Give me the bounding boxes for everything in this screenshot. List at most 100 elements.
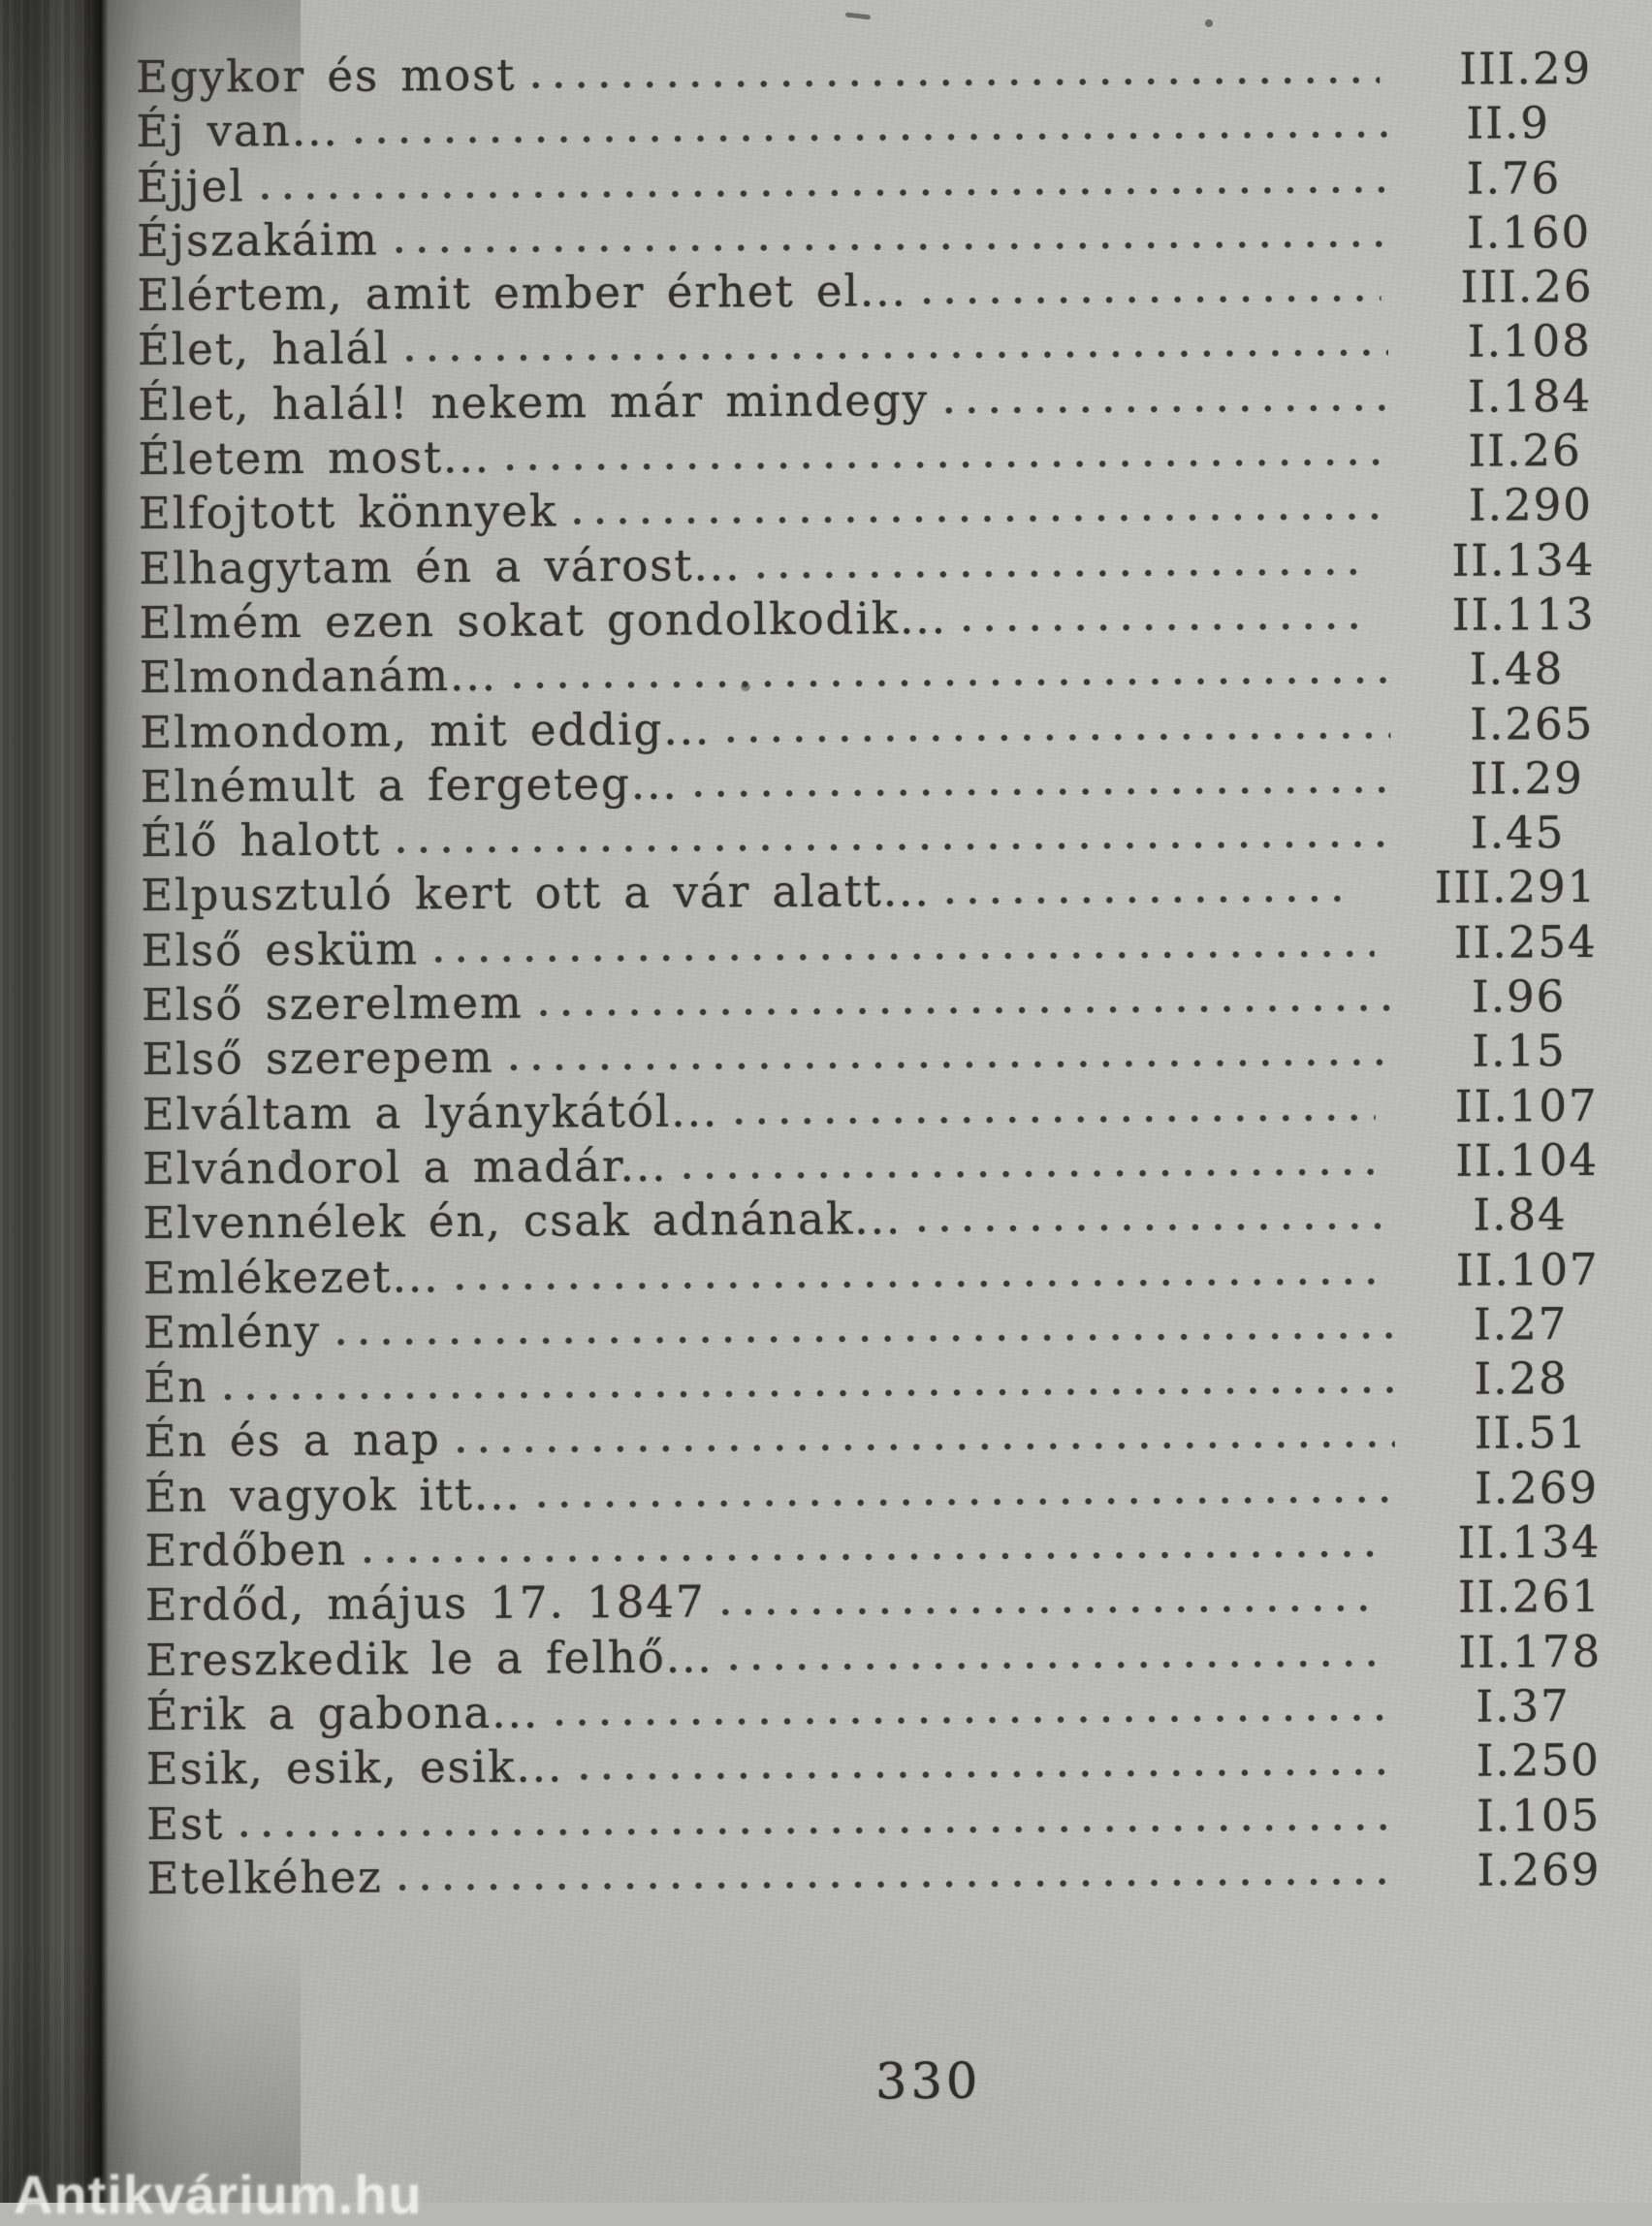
index-row: Elpusztuló kert ott a vár alatt... III.2…	[141, 860, 1597, 923]
dot-leader	[434, 948, 1375, 964]
index-row: Elértem, amit ember érhet el... III.26	[137, 260, 1593, 323]
index-row: Első szerelmem I.96	[142, 970, 1598, 1033]
dot-leader	[756, 566, 1373, 580]
entry-title: Esik, esik, esik...	[145, 1740, 564, 1796]
entry-title: Elmondanám...	[139, 649, 498, 704]
dot-leader	[962, 621, 1373, 633]
entry-title: Elmém ezen sokat gondolkodik...	[139, 591, 948, 649]
index-row: Életem most... II.26	[138, 424, 1594, 487]
entry-page-ref: II.261	[1457, 1571, 1602, 1624]
entry-page-ref: I.76	[1466, 151, 1562, 205]
index-row: Első szerepem I.15	[142, 1024, 1598, 1087]
dot-leader	[945, 894, 1355, 906]
dot-leader	[394, 239, 1388, 255]
entry-title: Elfojtott könnyek	[138, 485, 558, 540]
entry-title: Elhagytam én a várost...	[139, 538, 742, 594]
entry-page-ref: I.160	[1467, 206, 1592, 259]
entry-page-ref: II.134	[1451, 533, 1596, 587]
index-row: Elváltam a lyánykától... II.107	[143, 1078, 1599, 1141]
entry-page-ref: II.178	[1458, 1625, 1603, 1678]
index-row: Én és a nap II.51	[144, 1406, 1601, 1469]
index-row: Elfojtott könnyek I.290	[139, 478, 1595, 541]
index-row: Élő halott I.45	[141, 806, 1597, 869]
entry-page-ref: II.134	[1457, 1515, 1602, 1569]
index-row: Emlékezet... II.107	[143, 1242, 1600, 1305]
index-row: Elhagytam én a várost... II.134	[139, 532, 1595, 595]
entry-page-ref: III.29	[1459, 42, 1593, 95]
dot-leader	[456, 1440, 1395, 1455]
entry-title: Etelkéhez	[146, 1851, 383, 1904]
entry-page-ref: III.26	[1460, 261, 1594, 313]
entry-page-ref: I.37	[1476, 1679, 1571, 1733]
dot-leader	[397, 840, 1392, 855]
entry-page-ref: I.250	[1476, 1734, 1601, 1787]
book-spine-page-edges	[0, 0, 93, 2203]
dot-leader	[573, 512, 1389, 526]
entry-title: Éjjel	[136, 159, 245, 212]
paper-speck	[291, 1153, 298, 1160]
entry-title: Én vagyok itt...	[143, 1468, 523, 1522]
entry-title: Erdőd, május 17. 1847	[144, 1575, 706, 1632]
entry-page-ref: I.108	[1467, 315, 1593, 368]
entry-title: Elváltam a lyánykától...	[142, 1084, 719, 1140]
index-row: Emlény I.27	[143, 1297, 1600, 1360]
entry-page-ref: II.26	[1468, 424, 1582, 477]
entry-title: Egykor és most	[136, 48, 517, 103]
entry-page-ref: I.27	[1473, 1297, 1569, 1351]
entry-title: Emlékezet...	[143, 1250, 440, 1304]
index-row: Erdőben II.134	[144, 1515, 1601, 1578]
entry-page-ref: I.265	[1470, 697, 1595, 750]
entry-title: Elmondom, mit eddig...	[140, 702, 712, 758]
dot-leader	[683, 1167, 1377, 1181]
index-row: Ereszkedik le a felhő... II.178	[145, 1624, 1602, 1687]
dot-leader	[693, 784, 1391, 799]
dot-leader	[512, 676, 1391, 690]
dot-leader	[363, 1549, 1379, 1565]
index-row: Elvándorol a madár... II.104	[143, 1133, 1599, 1196]
paper-speck	[1205, 19, 1213, 27]
antikvarium-watermark: Antikvárium.hu	[14, 2164, 423, 2225]
entry-title: Ereszkedik le a felhő...	[144, 1631, 714, 1686]
dot-leader	[336, 1330, 1395, 1347]
entry-title: Életem most...	[138, 430, 492, 486]
dot-leader	[531, 76, 1381, 90]
index-row: Elmondom, mit eddig... I.265	[140, 696, 1596, 759]
dot-leader	[917, 1222, 1394, 1234]
entry-title: Első esküm	[141, 922, 420, 976]
index-row: Esik, esik, esik... I.250	[146, 1733, 1603, 1797]
dot-leader	[538, 1003, 1393, 1018]
entry-page-ref: II.107	[1454, 1079, 1599, 1132]
index-row: Éjjel I.76	[137, 150, 1593, 213]
entry-page-ref: II.113	[1451, 588, 1596, 641]
index-row: Én vagyok itt... I.269	[144, 1461, 1601, 1524]
entry-title: Első szerelmem	[141, 976, 524, 1032]
dot-leader	[720, 1604, 1380, 1617]
entry-title: Első szerepem	[142, 1032, 494, 1086]
entry-title: Elnémult a fergeteg...	[140, 757, 679, 812]
entry-page-ref: I.45	[1470, 807, 1566, 859]
index-row: Elvennélek én, csak adnának... I.84	[143, 1188, 1599, 1251]
index-row: Én I.28	[143, 1352, 1600, 1415]
entry-page-ref: II.107	[1455, 1243, 1600, 1296]
entry-page-ref: I.15	[1472, 1025, 1567, 1077]
entry-title: Elvándorol a madár...	[142, 1139, 668, 1194]
index-row: Éjszakáim I.160	[137, 206, 1593, 269]
entry-page-ref: I.269	[1474, 1461, 1600, 1514]
entry-page-ref: II.29	[1470, 751, 1584, 805]
entry-title: Éj van...	[136, 105, 339, 158]
entry-title: Emlény	[143, 1305, 322, 1358]
entry-page-ref: I.184	[1468, 369, 1593, 423]
index-row: Etelkéhez I.269	[146, 1843, 1603, 1906]
entry-title: Éjszakáim	[137, 213, 379, 267]
entry-title: Élet, halál	[137, 322, 391, 376]
entry-title: Elértem, amit ember érhet el...	[137, 265, 907, 322]
dot-leader	[728, 1658, 1380, 1671]
dot-leader	[922, 294, 1382, 306]
dot-leader	[404, 348, 1388, 364]
index-row: Első esküm II.254	[142, 915, 1598, 978]
index-row: Élet, halál! nekem már mindegy I.184	[138, 369, 1594, 432]
index-row: Egykor és most III.29	[136, 42, 1592, 105]
entry-title: Érik a gabona...	[145, 1686, 540, 1740]
dot-leader	[509, 1058, 1393, 1073]
index-row: Érik a gabona... I.37	[145, 1679, 1602, 1742]
